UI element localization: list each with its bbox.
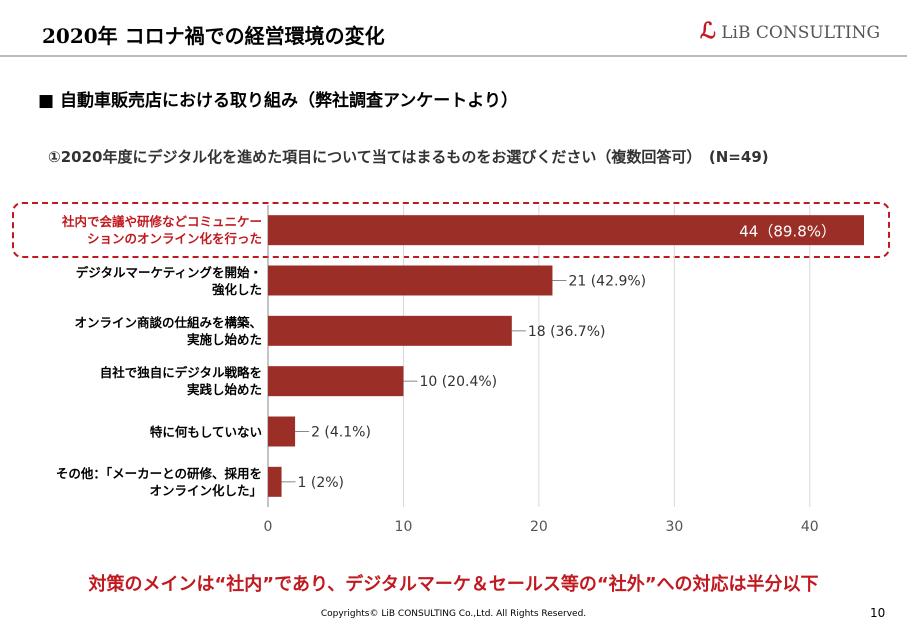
copyright: Copyrights© LiB CONSULTING Co.,Ltd. All … bbox=[320, 609, 587, 619]
value-label: 21 (42.9%) bbox=[568, 274, 646, 290]
value-label: 18 (36.7%) bbox=[528, 324, 606, 340]
category-label: 特に何もしていない bbox=[149, 424, 262, 439]
highlight-box bbox=[12, 202, 890, 258]
x-tick-label: 30 bbox=[665, 519, 683, 535]
category-label: デジタルマーケティングを開始・ 強化した bbox=[75, 264, 262, 297]
header-rule bbox=[0, 55, 907, 57]
value-label: 44（89.8%） bbox=[739, 223, 836, 241]
bar bbox=[268, 416, 296, 447]
category-label: オンライン商談の仕組みを構築、 実施し始めた bbox=[74, 314, 262, 347]
value-label: 2 (4.1%) bbox=[311, 425, 371, 441]
bar bbox=[268, 315, 512, 346]
logo-text: LiB CONSULTING bbox=[721, 23, 881, 43]
category-label: 自社で独自にデジタル戦略を 実践し始めた bbox=[99, 365, 262, 398]
bar bbox=[268, 366, 404, 397]
x-tick-label: 40 bbox=[801, 519, 819, 535]
bar bbox=[268, 466, 282, 497]
category-label: 社内で会議や研修などコミュニケー ションのオンライン化を行った bbox=[61, 214, 262, 247]
value-label: 1 (2%) bbox=[298, 475, 345, 491]
page-number: 10 bbox=[870, 606, 886, 620]
section-title: ■ 自動車販売店における取り組み（弊社調査アンケートより） bbox=[38, 91, 518, 111]
question: ①2020年度にデジタル化を進めた項目について当てはまるものをお選びください（複… bbox=[48, 148, 769, 166]
category-label: その他：「メーカーとの研修、採用を オンライン化した」 bbox=[55, 465, 262, 498]
logo-mark: ℒ bbox=[700, 18, 716, 44]
slide-title: 2020年 コロナ禍での経営環境の変化 bbox=[42, 24, 385, 48]
x-tick-label: 10 bbox=[395, 519, 413, 535]
conclusion: 対策のメインは“社内”であり、デジタルマーケ＆セールス等の“社外”への対応は半分… bbox=[88, 574, 819, 595]
x-tick-label: 20 bbox=[530, 519, 548, 535]
logo: ℒ LiB CONSULTING bbox=[700, 18, 880, 44]
bar bbox=[268, 215, 864, 246]
value-label: 10 (20.4%) bbox=[419, 374, 497, 390]
x-tick-label: 0 bbox=[264, 519, 273, 535]
bar bbox=[268, 265, 553, 296]
